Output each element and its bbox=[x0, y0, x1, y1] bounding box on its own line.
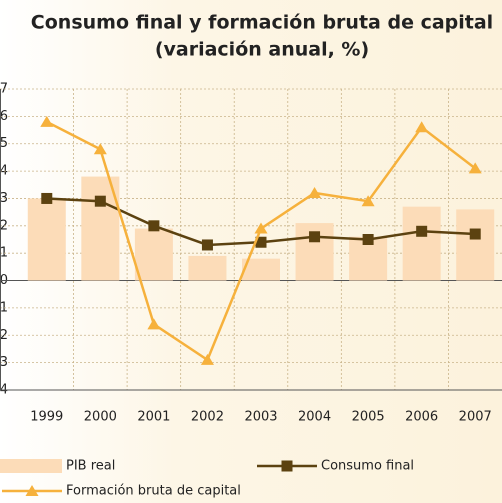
chart-title: Consumo final y formación bruta de capit… bbox=[31, 12, 493, 34]
x-tick-label: 2001 bbox=[137, 410, 170, 425]
marker bbox=[469, 228, 481, 240]
marker bbox=[200, 353, 214, 365]
bar bbox=[188, 255, 227, 281]
marker bbox=[40, 115, 54, 127]
marker bbox=[94, 195, 106, 207]
x-tick-label: 2003 bbox=[244, 410, 277, 425]
legend-label: Consumo final bbox=[321, 459, 414, 474]
marker bbox=[148, 220, 160, 232]
x-tick-label: 2007 bbox=[459, 410, 492, 425]
marker bbox=[254, 222, 268, 234]
x-tick-label: 2006 bbox=[405, 410, 438, 425]
marker bbox=[147, 318, 161, 330]
chart-subtitle: (variación anual, %) bbox=[155, 39, 369, 61]
legend-label: Formación bruta de capital bbox=[66, 484, 241, 499]
marker bbox=[361, 195, 375, 207]
legend-label: PIB real bbox=[66, 459, 115, 474]
legend-swatch bbox=[0, 459, 62, 473]
marker bbox=[415, 121, 429, 133]
x-tick-label: 2005 bbox=[352, 410, 385, 425]
x-tick-label: 2004 bbox=[298, 410, 331, 425]
marker bbox=[201, 239, 213, 251]
marker bbox=[416, 225, 428, 237]
marker bbox=[255, 236, 267, 248]
marker bbox=[308, 186, 322, 198]
bar bbox=[456, 209, 495, 281]
marker bbox=[468, 162, 482, 174]
x-tick-label: 1999 bbox=[30, 410, 63, 425]
bar bbox=[242, 258, 280, 281]
marker bbox=[309, 231, 321, 243]
x-tick-label: 2000 bbox=[84, 410, 117, 425]
bar bbox=[402, 206, 441, 281]
legend-marker bbox=[25, 485, 39, 496]
legend-marker bbox=[281, 460, 293, 472]
bar bbox=[134, 228, 173, 281]
x-tick-label: 2002 bbox=[191, 410, 224, 425]
bar bbox=[27, 198, 66, 281]
marker bbox=[93, 143, 107, 155]
marker bbox=[362, 234, 374, 245]
marker bbox=[41, 192, 53, 204]
